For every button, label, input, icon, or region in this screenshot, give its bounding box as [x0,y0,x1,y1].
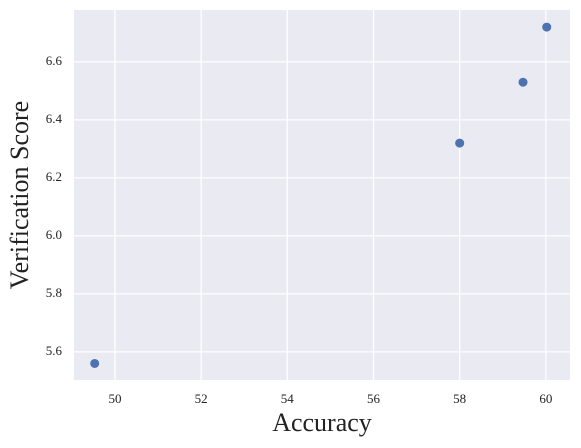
plot-area [74,10,570,380]
x-tick-label: 58 [453,391,466,406]
x-tick-label: 50 [108,391,121,406]
y-tick-label: 5.6 [46,343,63,358]
y-axis-label: Verification Score [5,101,34,289]
y-tick-label: 6.0 [46,227,62,242]
point [542,22,552,32]
y-tick-label: 5.8 [46,285,62,300]
point [518,77,528,87]
x-tick-label: 54 [281,391,295,406]
y-tick-label: 6.4 [46,111,63,126]
y-tick-label: 6.6 [46,53,63,68]
grid [74,10,570,380]
x-axis-label: Accuracy [272,408,372,437]
x-tick-label: 60 [539,391,552,406]
point [90,358,100,368]
point [455,138,465,148]
x-tick-label: 52 [195,391,208,406]
x-tick-label: 56 [367,391,381,406]
y-tick-label: 6.2 [46,169,62,184]
